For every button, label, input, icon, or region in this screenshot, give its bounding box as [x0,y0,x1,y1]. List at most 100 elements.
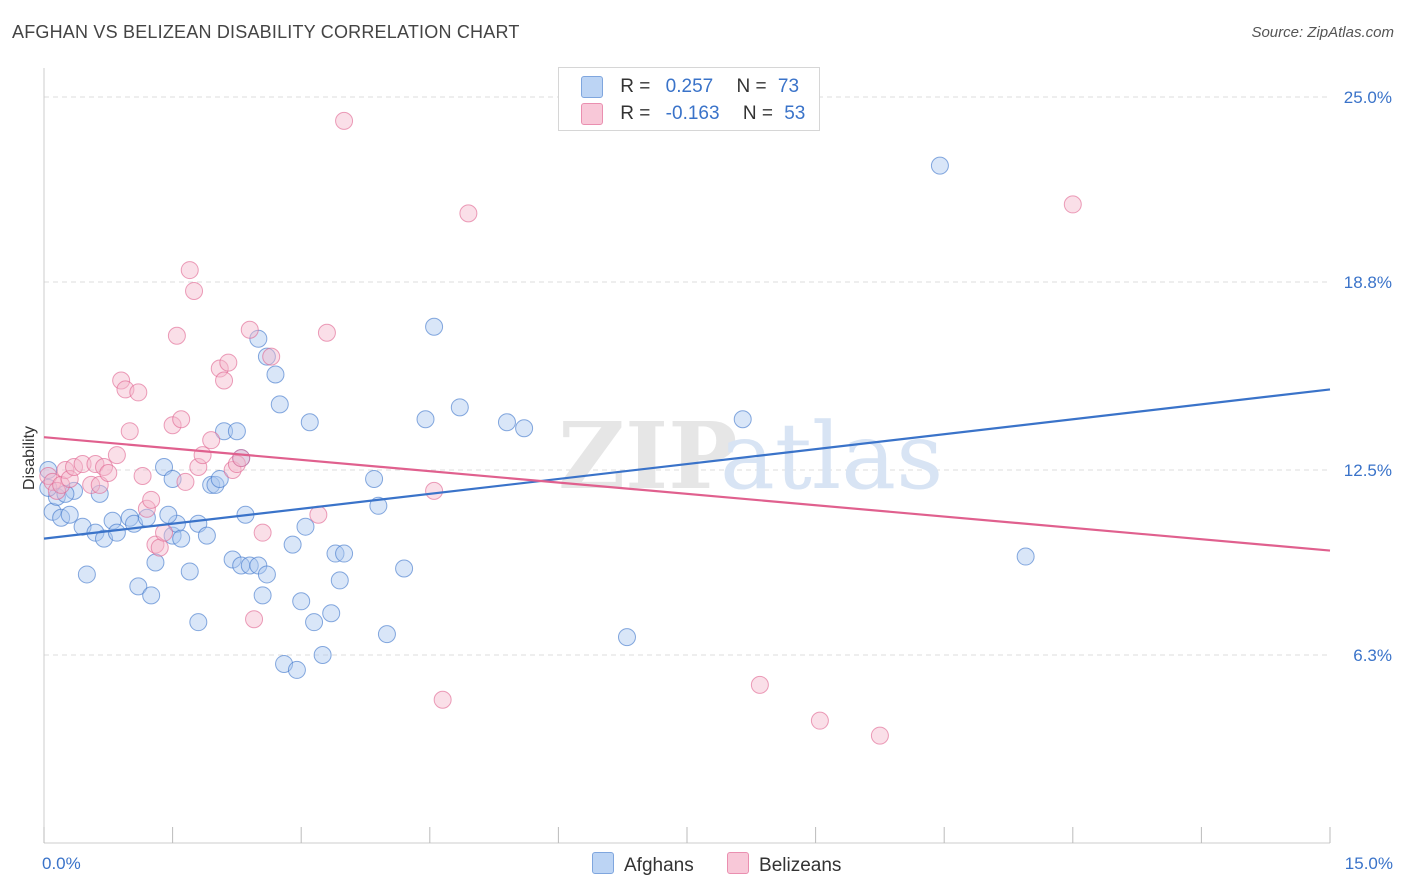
data-points [39,111,1082,745]
r-value: -0.163 [665,103,720,124]
r-value: 0.257 [665,76,714,97]
correlation-legend: R = 0.257 N = 73 R = -0.163 N = 53 [558,67,820,131]
afghans-point [197,526,216,545]
r-label: R = [620,76,651,97]
afghans-point [369,496,388,515]
belizeans-point [155,523,174,542]
afghans-point [330,571,349,590]
afghans-point [365,469,384,488]
belizeans-point [60,469,79,488]
belizeans-point [180,261,199,280]
chart-title: AFGHAN VS BELIZEAN DISABILITY CORRELATIO… [12,22,520,42]
afghans-point [60,505,79,524]
afghans-point [287,660,306,679]
legend-item-belizeans[interactable]: Belizeans [727,852,841,877]
y-axis-title: Disability [21,426,38,490]
n-value: 53 [784,103,806,124]
belizeans-point [120,422,139,441]
n-label: N = [736,76,767,97]
afghans-point [930,156,949,175]
afghans-point [257,347,276,366]
belizeans-point [870,726,889,745]
afghans-point [172,529,191,548]
legend-label: Afghans [624,855,694,876]
afghans-trend-line [43,388,1331,540]
belizeans-point [202,431,221,450]
afghans-point [253,586,272,605]
belizeans-point [189,458,208,477]
belizeans-point [309,505,328,524]
belizeans-point [133,466,152,485]
y-tick-label: 12.5% [1344,461,1392,480]
belizeans-point [232,449,251,468]
legend-item-afghans[interactable]: Afghans [592,852,694,877]
y-tick-label: 6.3% [1353,646,1392,665]
belizeans-point [433,690,452,709]
watermark: ZIP atlas [558,402,943,510]
afghans-point [322,604,341,623]
afghans-point [425,317,444,336]
belizeans-point [245,610,264,629]
belizeans-point [219,353,238,372]
afghans-point [497,413,516,432]
afghans-point [300,413,319,432]
afghans-point [292,592,311,611]
belizeans-point [185,281,204,300]
x-tick-label: 15.0% [1345,854,1393,873]
afghans-point [296,517,315,536]
afghans-point [377,625,396,644]
y-tick-label: 18.8% [1344,273,1392,292]
afghans-point [733,410,752,429]
belizeans-point [810,711,829,730]
y-tick-label: 25.0% [1344,88,1392,107]
n-value: 73 [777,76,800,97]
afghans-point [210,469,229,488]
belizeans-point [112,371,131,390]
afghans-point [416,410,435,429]
belizeans-point [215,371,234,390]
trend-lines [43,388,1331,552]
belizeans-point [107,446,126,465]
belizeans-point [750,675,769,694]
axes [43,68,1331,844]
belizeans-point [253,523,272,542]
afghans-point [257,565,276,584]
legend-row-belizeans: R = -0.163 N = 53 [581,101,805,127]
belizeans-point [317,323,336,342]
belizeans-point [193,446,212,465]
afghans-point [107,523,126,542]
afghans-point [129,577,148,596]
x-tick-label: 0.0% [42,854,81,873]
belizeans-point [129,383,148,402]
svg-text:ZIP: ZIP [558,402,737,510]
r-label: R = [620,103,651,124]
belizeans-point [176,472,195,491]
afghans-point [1016,547,1035,566]
belizeans-point [99,463,118,482]
afghans-point [450,398,469,417]
belizeans-swatch [581,102,603,125]
afghans-point [227,422,246,441]
belizeans-point [167,326,186,345]
afghans-point [146,553,165,572]
afghans-point [515,419,534,438]
belizeans-point [1063,195,1082,214]
afghans-point [617,628,636,647]
belizeans-point [240,320,259,339]
belizeans-point [262,347,281,366]
n-label: N = [742,103,773,124]
afghans-swatch [581,75,603,98]
belizeans-point [172,410,191,429]
afghans-point [313,646,332,665]
belizeans-point [150,538,169,557]
belizeans-swatch [727,852,750,874]
afghans-point [159,505,178,524]
afghans-point [103,511,122,530]
afghans-point [283,535,302,554]
afghans-point [142,586,161,605]
belizeans-point [137,499,156,518]
legend-row-afghans: R = 0.257 N = 73 [581,74,799,100]
belizeans-point [425,481,444,500]
afghans-point [180,562,199,581]
